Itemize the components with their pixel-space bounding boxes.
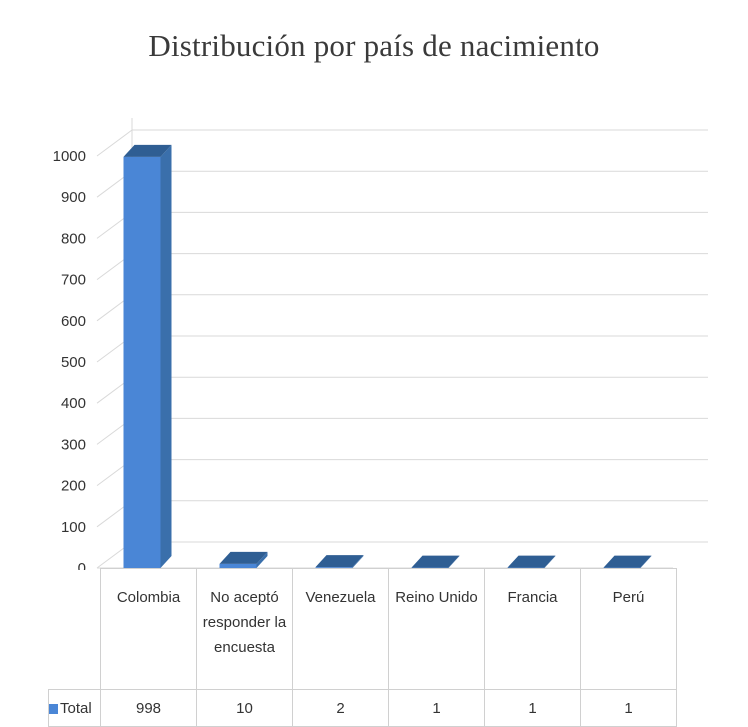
y-tick-label: 200: [61, 478, 86, 495]
bar-side: [640, 555, 652, 568]
category-label: Colombia: [100, 568, 197, 690]
value-label: 1: [484, 689, 581, 727]
category-label-line: Venezuela: [305, 589, 376, 606]
value-label: 1: [388, 689, 485, 727]
value-label: 998: [100, 689, 197, 727]
bar-top: [123, 144, 172, 157]
y-tick-label: 700: [61, 272, 86, 289]
bar-top: [411, 555, 460, 568]
bar: [219, 563, 257, 568]
data-table-header-row: Colombia No aceptó responder la encuesta Ven…: [48, 568, 677, 690]
category-label: Reino Unido: [388, 568, 485, 690]
category-label: Perú: [580, 568, 677, 690]
bar-side: [256, 551, 268, 568]
legend-swatch: [49, 703, 58, 714]
y-tick-label: 600: [61, 313, 86, 330]
gridline-diagonal: [96, 129, 133, 157]
bar-side: [160, 144, 172, 568]
y-tick-label: 100: [61, 519, 86, 536]
legend-label: Total: [60, 699, 92, 717]
category-label-line: Perú: [612, 589, 645, 606]
data-table: Colombia No aceptó responder la encuesta Ven…: [48, 568, 677, 727]
bar: [411, 567, 449, 569]
bar-side: [352, 555, 364, 568]
y-tick-label: 1000: [53, 148, 86, 165]
legend-entry-total: Total: [48, 689, 101, 727]
chart-title: Distribución por país de nacimiento: [148, 28, 600, 63]
value-label: 10: [196, 689, 293, 727]
y-tick-label: 400: [61, 395, 86, 412]
bar: [507, 567, 545, 569]
category-label-line: Reino Unido: [395, 589, 478, 606]
bar: [123, 156, 161, 568]
category-label-line: Francia: [507, 589, 558, 606]
bar-side: [544, 555, 556, 568]
data-table-value-row: Total 998 10 2 1 1 1: [48, 689, 677, 727]
value-label: 2: [292, 689, 389, 727]
category-label: No aceptó responder la encuesta: [196, 568, 293, 690]
category-label: Francia: [484, 568, 581, 690]
y-tick-label: 0: [78, 560, 86, 570]
category-label-line: No aceptó: [210, 589, 279, 606]
y-tick-label: 900: [61, 189, 86, 206]
value-label: 1: [580, 689, 677, 727]
y-tick-label: 800: [61, 230, 86, 247]
bar-top: [603, 555, 652, 568]
bar-side: [448, 555, 460, 568]
bar-top: [507, 555, 556, 568]
y-tick-label: 300: [61, 436, 86, 453]
category-label-line: Colombia: [116, 589, 181, 606]
data-table-corner: [48, 568, 101, 690]
bar-top: [315, 555, 364, 568]
category-label-line: encuesta: [214, 639, 275, 656]
bar: [315, 567, 353, 568]
y-tick-label: 500: [61, 354, 86, 371]
bar-top: [219, 551, 268, 564]
category-label: Venezuela: [292, 568, 389, 690]
category-label-line: responder la: [202, 614, 287, 631]
bar: [603, 567, 641, 569]
chart-plot-area: 0 100 200 300 400 500 600 700 800 900 1000: [53, 118, 708, 570]
